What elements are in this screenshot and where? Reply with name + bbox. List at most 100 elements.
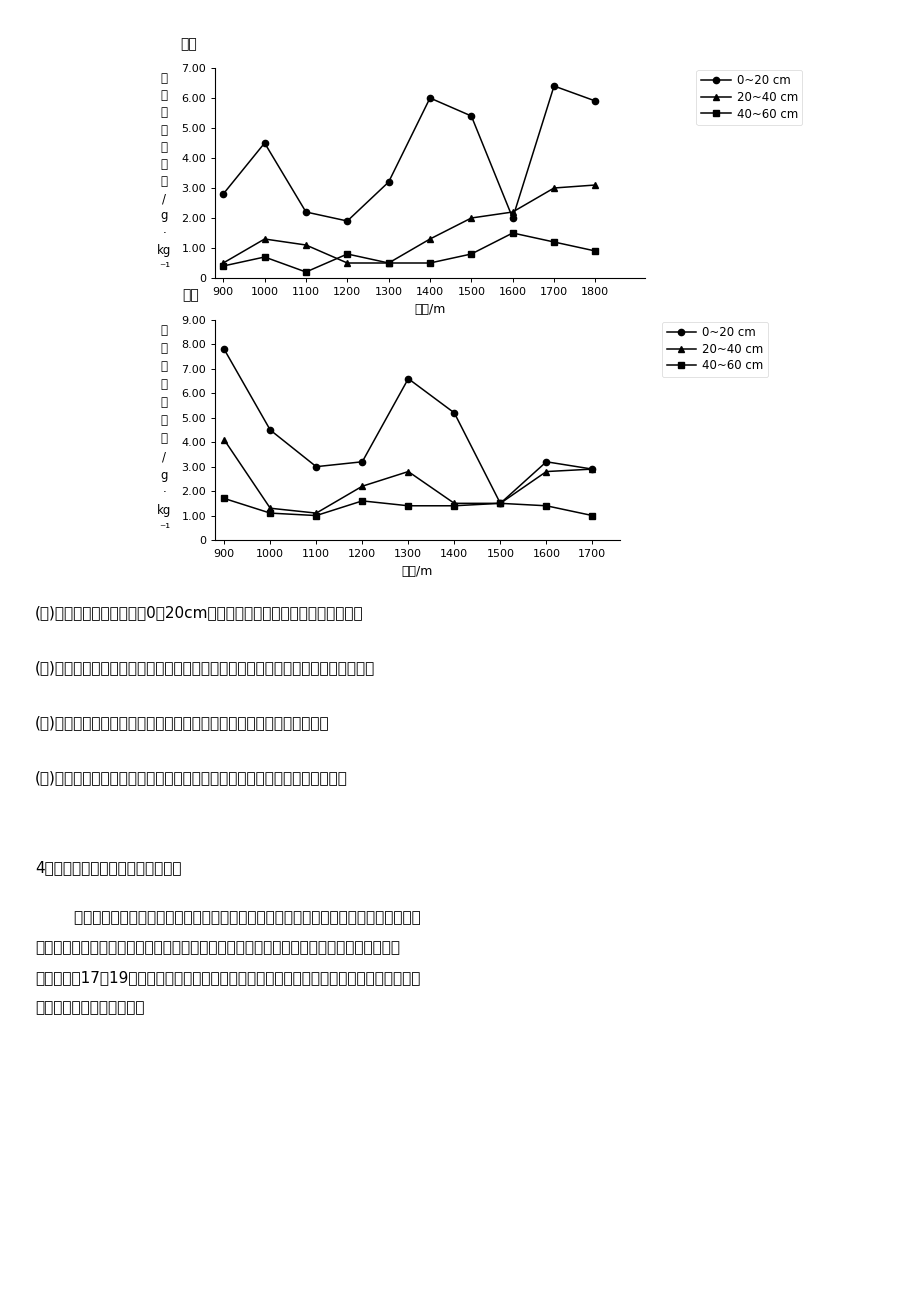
Text: g: g — [161, 210, 168, 223]
Line: 0~20 cm: 0~20 cm — [221, 346, 595, 506]
40~60 cm — [424, 255, 435, 271]
0~20 cm — [301, 204, 312, 220]
Text: 不同时期的冰川末端海拔。: 不同时期的冰川末端海拔。 — [35, 1000, 144, 1016]
40~60 cm — [265, 505, 276, 521]
Text: 量: 量 — [161, 174, 168, 187]
0~20 cm — [424, 90, 435, 105]
0~20 cm — [265, 422, 276, 437]
20~40 cm — [403, 464, 414, 479]
40~60 cm — [540, 497, 551, 513]
Legend: 0~20 cm, 20~40 cm, 40~60 cm: 0~20 cm, 20~40 cm, 40~60 cm — [696, 70, 801, 125]
Text: 含: 含 — [161, 158, 168, 171]
20~40 cm — [589, 177, 600, 193]
Text: 机: 机 — [161, 379, 168, 392]
Line: 0~20 cm: 0~20 cm — [220, 83, 598, 224]
Text: 壤: 壤 — [161, 342, 168, 355]
Text: (２)指出南北坡土壤有机碳含量与海拔的关系，并从自然角度对此作出合理的解释。: (２)指出南北坡土壤有机碳含量与海拔的关系，并从自然角度对此作出合理的解释。 — [35, 660, 375, 674]
0~20 cm — [506, 210, 517, 225]
Text: ⁻¹: ⁻¹ — [159, 260, 170, 273]
40~60 cm — [357, 493, 368, 509]
Line: 40~60 cm: 40~60 cm — [221, 495, 595, 518]
Text: 壤: 壤 — [161, 89, 168, 102]
Text: /: / — [163, 193, 166, 206]
20~40 cm — [265, 500, 276, 516]
Text: /: / — [163, 450, 166, 464]
Text: kg: kg — [157, 504, 172, 517]
20~40 cm — [506, 204, 517, 220]
40~60 cm — [494, 496, 505, 512]
0~20 cm — [342, 214, 353, 229]
X-axis label: 海拔/m: 海拔/m — [414, 302, 445, 315]
40~60 cm — [465, 246, 476, 262]
40~60 cm — [311, 508, 322, 523]
20~40 cm — [218, 255, 229, 271]
20~40 cm — [342, 255, 353, 271]
20~40 cm — [465, 210, 476, 225]
40~60 cm — [506, 225, 517, 241]
0~20 cm — [540, 454, 551, 470]
0~20 cm — [218, 186, 229, 202]
Text: (４)说明宝天曼自然保护区土壤有机碳含量对气候变化响应较为敏感的原因。: (４)说明宝天曼自然保护区土壤有机碳含量对气候变化响应较为敏感的原因。 — [35, 769, 347, 785]
Text: 碳: 碳 — [161, 141, 168, 154]
0~20 cm — [403, 371, 414, 387]
X-axis label: 海拔/m: 海拔/m — [402, 565, 433, 578]
Text: 有: 有 — [161, 361, 168, 374]
0~20 cm — [465, 108, 476, 124]
40~60 cm — [403, 497, 414, 513]
Text: 有: 有 — [161, 107, 168, 120]
0~20 cm — [357, 454, 368, 470]
20~40 cm — [259, 232, 270, 247]
0~20 cm — [548, 78, 559, 94]
Text: kg: kg — [157, 243, 172, 256]
Text: 冰川是由常年积雪形成的，具有流动性。白水一号冰川位于青藏高原东南缘、横断山最: 冰川是由常年积雪形成的，具有流动性。白水一号冰川位于青藏高原东南缘、横断山最 — [35, 910, 420, 924]
20~40 cm — [448, 496, 460, 512]
20~40 cm — [382, 255, 393, 271]
20~40 cm — [311, 505, 322, 521]
40~60 cm — [342, 246, 353, 262]
0~20 cm — [219, 341, 230, 357]
0~20 cm — [311, 458, 322, 474]
20~40 cm — [301, 237, 312, 253]
40~60 cm — [219, 491, 230, 506]
Text: 南端的玉龙雪山，是亚欧大陆最南边的小型山地冰川。白水一号冰川对气候变化极为敏感，: 南端的玉龙雪山，是亚欧大陆最南边的小型山地冰川。白水一号冰川对气候变化极为敏感， — [35, 940, 400, 954]
Text: (１)与下层土壤相比，指出0～20cm土壤有机碳含量的特征，并简述原因。: (１)与下层土壤相比，指出0～20cm土壤有机碳含量的特征，并简述原因。 — [35, 605, 363, 620]
20~40 cm — [219, 432, 230, 448]
40~60 cm — [259, 249, 270, 264]
0~20 cm — [259, 135, 270, 151]
Line: 20~40 cm: 20~40 cm — [220, 182, 598, 266]
20~40 cm — [494, 496, 505, 512]
40~60 cm — [218, 258, 229, 273]
20~40 cm — [540, 464, 551, 479]
40~60 cm — [548, 234, 559, 250]
Text: ·: · — [163, 487, 166, 500]
Text: ·: · — [163, 227, 166, 240]
20~40 cm — [424, 232, 435, 247]
Legend: 0~20 cm, 20~40 cm, 40~60 cm: 0~20 cm, 20~40 cm, 40~60 cm — [661, 322, 767, 378]
Text: 量: 量 — [161, 432, 168, 445]
Text: 含: 含 — [161, 414, 168, 427]
0~20 cm — [382, 174, 393, 190]
0~20 cm — [589, 94, 600, 109]
Text: 机: 机 — [161, 124, 168, 137]
20~40 cm — [357, 478, 368, 493]
0~20 cm — [494, 496, 505, 512]
Text: (３)气候变化导致各类极端天气增加，分析其对土壤有机碳含量的影响。: (３)气候变化导致各类极端天气增加，分析其对土壤有机碳含量的影响。 — [35, 715, 329, 730]
Text: 南坡: 南坡 — [180, 38, 198, 51]
40~60 cm — [586, 508, 597, 523]
20~40 cm — [548, 180, 559, 195]
Line: 40~60 cm: 40~60 cm — [220, 230, 598, 275]
0~20 cm — [586, 461, 597, 477]
Text: 4．阅读图文材料，完成下列要求。: 4．阅读图文材料，完成下列要求。 — [35, 861, 181, 875]
40~60 cm — [448, 497, 460, 513]
Text: 碳: 碳 — [161, 397, 168, 410]
Text: ⁻¹: ⁻¹ — [159, 522, 170, 535]
Text: 自小冰期（17～19世纪）以来出现过不同程度的进退。下图示意白水一号冰川自小冰期以来: 自小冰期（17～19世纪）以来出现过不同程度的进退。下图示意白水一号冰川自小冰期… — [35, 970, 420, 986]
Text: 土: 土 — [161, 72, 168, 85]
Text: 土: 土 — [161, 324, 168, 337]
40~60 cm — [382, 255, 393, 271]
Text: 北坡: 北坡 — [182, 289, 199, 302]
Text: g: g — [161, 469, 168, 482]
40~60 cm — [301, 264, 312, 280]
Line: 20~40 cm: 20~40 cm — [221, 436, 595, 516]
0~20 cm — [448, 405, 460, 421]
